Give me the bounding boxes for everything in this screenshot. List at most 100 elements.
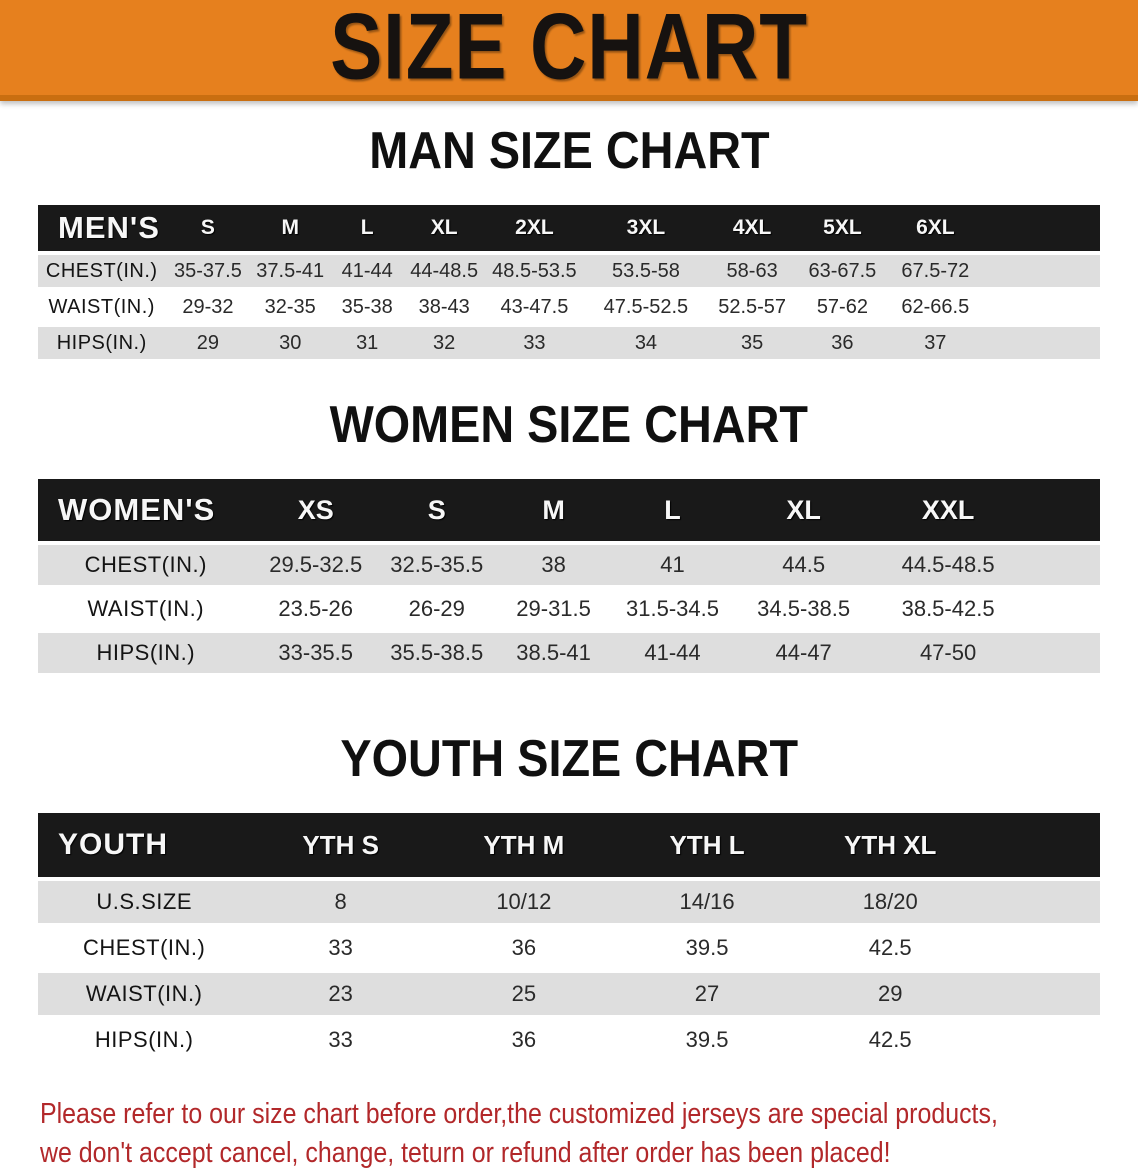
size-cell: 29-31.5 xyxy=(495,589,612,629)
size-cell: 67.5-72 xyxy=(887,255,984,287)
size-cell: 38 xyxy=(495,545,612,585)
row-label: WAIST(IN.) xyxy=(38,973,251,1015)
men-size-col-header: 6XL xyxy=(887,205,984,251)
women-size-col-header: L xyxy=(611,479,734,541)
youth-size-col-header: YTH L xyxy=(616,813,798,877)
spacer-cell xyxy=(983,973,1100,1015)
men-size-col-header: 4XL xyxy=(707,205,798,251)
size-cell: 57-62 xyxy=(797,291,888,323)
size-cell: 38.5-41 xyxy=(495,633,612,673)
size-cell: 39.5 xyxy=(616,1019,798,1061)
disclaimer-line-1: Please refer to our size chart before or… xyxy=(40,1098,998,1130)
size-cell: 39.5 xyxy=(616,927,798,969)
women-section-heading: WOMEN SIZE CHART xyxy=(0,399,1138,461)
spacer-cell xyxy=(983,255,1100,287)
row-label: CHEST(IN.) xyxy=(38,927,251,969)
spacer-cell xyxy=(983,205,1100,251)
men-section: MAN SIZE CHART MEN'S S M L XL 2XL 3XL 4X… xyxy=(0,125,1138,363)
men-chest-row: CHEST(IN.) 35-37.5 37.5-41 41-44 44-48.5… xyxy=(38,255,1100,287)
men-size-col-header: XL xyxy=(404,205,484,251)
size-cell: 32.5-35.5 xyxy=(377,545,496,585)
disclaimer: Please refer to our size chart before or… xyxy=(40,1095,1138,1173)
youth-size-table: YOUTH YTH S YTH M YTH L YTH XL U.S.SIZE … xyxy=(38,809,1100,1065)
spacer-cell xyxy=(983,881,1100,923)
women-size-col-header: XS xyxy=(253,479,378,541)
women-waist-row: WAIST(IN.) 23.5-26 26-29 29-31.5 31.5-34… xyxy=(38,589,1100,629)
spacer-cell xyxy=(1022,589,1100,629)
men-size-col-header: 3XL xyxy=(584,205,707,251)
spacer-cell xyxy=(1022,633,1100,673)
size-cell: 23 xyxy=(250,973,431,1015)
youth-heading-text: YOUTH SIZE CHART xyxy=(340,730,798,788)
size-cell: 36 xyxy=(430,1019,617,1061)
size-cell: 26-29 xyxy=(377,589,496,629)
row-label: CHEST(IN.) xyxy=(38,545,254,585)
size-cell: 33 xyxy=(250,927,431,969)
spacer-cell xyxy=(983,291,1100,323)
size-cell: 34.5-38.5 xyxy=(733,589,874,629)
size-cell: 38-43 xyxy=(404,291,484,323)
men-header-row: MEN'S S M L XL 2XL 3XL 4XL 5XL 6XL xyxy=(38,205,1100,251)
youth-size-col-header: YTH XL xyxy=(797,813,984,877)
size-cell: 32-35 xyxy=(250,291,331,323)
row-label: HIPS(IN.) xyxy=(38,1019,251,1061)
size-cell: 35-37.5 xyxy=(165,255,251,287)
size-cell: 47.5-52.5 xyxy=(584,291,707,323)
size-cell: 41-44 xyxy=(330,255,405,287)
men-size-col-header: M xyxy=(250,205,331,251)
size-cell: 27 xyxy=(616,973,798,1015)
size-cell: 29 xyxy=(797,973,984,1015)
size-cell: 41-44 xyxy=(611,633,734,673)
disclaimer-line-2: we don't accept cancel, change, teturn o… xyxy=(40,1137,891,1169)
women-size-col-header: M xyxy=(495,479,612,541)
men-size-col-header: S xyxy=(165,205,251,251)
youth-corner-label: YOUTH xyxy=(38,813,251,877)
men-waist-row: WAIST(IN.) 29-32 32-35 35-38 38-43 43-47… xyxy=(38,291,1100,323)
size-cell: 33 xyxy=(484,327,585,359)
size-chart-banner: SIZE CHART xyxy=(0,0,1138,101)
women-size-col-header: XXL xyxy=(873,479,1023,541)
spacer-cell xyxy=(983,327,1100,359)
spacer-cell xyxy=(983,927,1100,969)
size-cell: 58-63 xyxy=(707,255,798,287)
size-cell: 44.5 xyxy=(733,545,874,585)
size-cell: 37 xyxy=(887,327,984,359)
row-label: WAIST(IN.) xyxy=(38,291,166,323)
size-cell: 43-47.5 xyxy=(484,291,585,323)
size-cell: 41 xyxy=(611,545,734,585)
women-size-table: WOMEN'S XS S M L XL XXL CHEST(IN.) 29.5-… xyxy=(38,475,1100,677)
size-cell: 44-48.5 xyxy=(404,255,484,287)
spacer-cell xyxy=(983,813,1100,877)
size-cell: 29.5-32.5 xyxy=(253,545,378,585)
size-cell: 42.5 xyxy=(797,927,984,969)
women-size-col-header: XL xyxy=(733,479,874,541)
women-chest-row: CHEST(IN.) 29.5-32.5 32.5-35.5 38 41 44.… xyxy=(38,545,1100,585)
size-cell: 30 xyxy=(250,327,331,359)
size-cell: 44.5-48.5 xyxy=(873,545,1023,585)
men-section-heading: MAN SIZE CHART xyxy=(0,125,1138,187)
size-cell: 35-38 xyxy=(330,291,405,323)
size-cell: 10/12 xyxy=(430,881,617,923)
women-size-col-header: S xyxy=(377,479,496,541)
row-label: U.S.SIZE xyxy=(38,881,251,923)
size-cell: 33-35.5 xyxy=(253,633,378,673)
size-cell: 35 xyxy=(707,327,798,359)
men-size-col-header: 2XL xyxy=(484,205,585,251)
row-label: WAIST(IN.) xyxy=(38,589,254,629)
size-cell: 31 xyxy=(330,327,405,359)
size-cell: 32 xyxy=(404,327,484,359)
size-cell: 47-50 xyxy=(873,633,1023,673)
spacer-cell xyxy=(1022,545,1100,585)
size-cell: 44-47 xyxy=(733,633,874,673)
size-cell: 38.5-42.5 xyxy=(873,589,1023,629)
size-cell: 36 xyxy=(430,927,617,969)
size-cell: 35.5-38.5 xyxy=(377,633,496,673)
size-cell: 29-32 xyxy=(165,291,251,323)
size-cell: 63-67.5 xyxy=(797,255,888,287)
youth-section-heading: YOUTH SIZE CHART xyxy=(0,733,1138,795)
row-label: HIPS(IN.) xyxy=(38,327,166,359)
size-cell: 18/20 xyxy=(797,881,984,923)
size-cell: 23.5-26 xyxy=(253,589,378,629)
women-hips-row: HIPS(IN.) 33-35.5 35.5-38.5 38.5-41 41-4… xyxy=(38,633,1100,673)
size-cell: 48.5-53.5 xyxy=(484,255,585,287)
